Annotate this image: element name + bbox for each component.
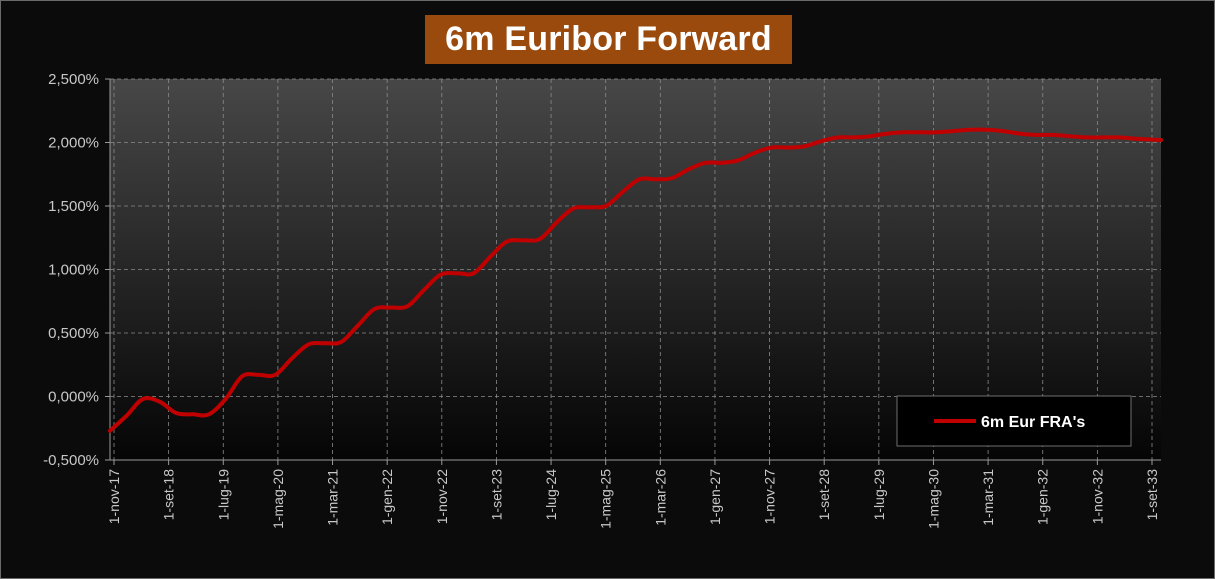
x-tick-label: 1-lug-19 (215, 469, 231, 521)
x-tick-label: 1-mag-25 (598, 469, 614, 529)
y-tick-label: -0,500% (43, 452, 99, 469)
x-tick-label: 1-mag-30 (925, 469, 941, 529)
x-tick-label: 1-lug-29 (871, 469, 887, 521)
x-tick-label: 1-gen-22 (379, 469, 395, 525)
x-tick-label: 1-gen-27 (707, 469, 723, 525)
gridlines (110, 78, 1161, 460)
chart-title: 6m Euribor Forward (445, 20, 772, 58)
x-axis-ticks: 1-nov-17 1-set-18 1-lug-19 1-mag-20 1-mar-21… (106, 460, 1160, 529)
x-tick-label: 1-set-28 (816, 469, 832, 521)
series-line-6m-eur-fras (108, 127, 1163, 433)
y-tick-label: 2,000% (48, 135, 99, 152)
x-tick-label: 1-nov-27 (762, 469, 778, 524)
y-tick-label: 1,000% (48, 262, 99, 279)
x-tick-label: 1-lug-24 (543, 469, 559, 521)
legend: 6m Eur FRA's (896, 395, 1132, 447)
x-tick-label: 1-nov-22 (434, 469, 450, 524)
x-tick-label: 1-mar-21 (325, 469, 341, 526)
x-tick-label: 1-gen-32 (1035, 469, 1051, 525)
y-tick-label: 2,500% (48, 71, 99, 88)
legend-label: 6m Eur FRA's (981, 414, 1085, 431)
x-tick-label: 1-nov-32 (1089, 469, 1105, 524)
chart-title-box: 6m Euribor Forward (425, 15, 792, 64)
series-group (108, 127, 1163, 433)
y-tick-label: 0,500% (48, 325, 99, 342)
x-tick-label: 1-mag-20 (270, 469, 286, 529)
x-tick-label: 1-nov-17 (106, 469, 122, 524)
x-tick-label: 1-mar-31 (980, 469, 996, 526)
y-tick-label: 0,000% (48, 389, 99, 406)
x-tick-label: 1-set-18 (161, 469, 177, 521)
y-tick-label: 1,500% (48, 198, 99, 215)
x-tick-label: 1-set-33 (1144, 469, 1160, 521)
x-tick-label: 1-set-23 (488, 469, 504, 521)
x-tick-label: 1-mar-26 (652, 469, 668, 526)
y-axis-ticks: -0,500% 0,000% 0,500% 1,000% 1,500% 2,000% 2,5… (43, 71, 110, 469)
